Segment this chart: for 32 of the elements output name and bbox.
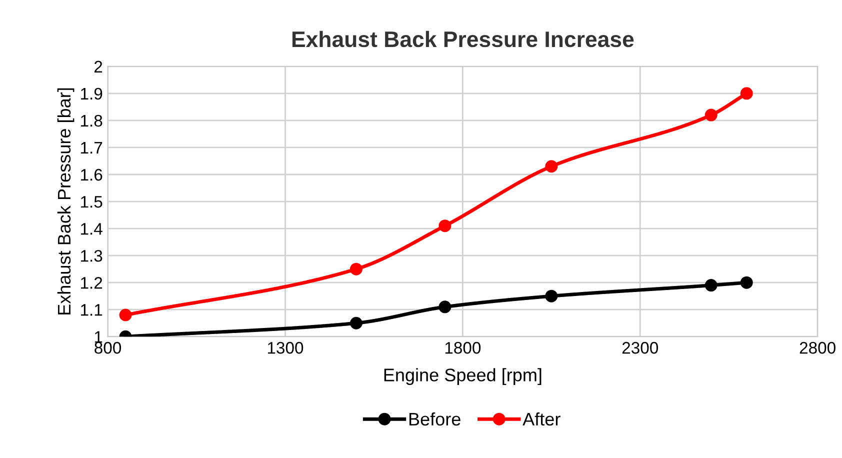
y-tick-label: 1.5 [81, 196, 102, 208]
x-tick-label: 1300 [268, 342, 304, 354]
point [119, 308, 132, 322]
y-tick-label: 1 [94, 331, 102, 343]
x-axis-title: Engine Speed [rpm] [384, 368, 542, 385]
legend-label: After [522, 412, 560, 426]
y-tick-label: 1.9 [81, 88, 102, 100]
x-tick-label: 2300 [622, 342, 658, 354]
x-tick-label: 800 [94, 342, 122, 354]
point [350, 316, 362, 330]
point [704, 108, 718, 122]
y-tick-label: 1.6 [81, 168, 102, 181]
y-tick-label: 1.8 [81, 114, 102, 127]
y-tick-label: 1.1 [81, 304, 102, 316]
legend-label: Before [409, 412, 460, 426]
point [704, 279, 718, 292]
y-axis-title: Exhaust Back Pressure [bar] [57, 88, 74, 314]
point [438, 220, 452, 232]
point [545, 290, 558, 302]
y-tick-label: 1.4 [81, 223, 102, 235]
point [350, 262, 362, 276]
chart-title: Exhaust Back Pressure Increase [292, 30, 634, 48]
point [438, 300, 452, 314]
point [545, 160, 558, 173]
y-tick-label: 1.7 [81, 142, 102, 154]
point [740, 87, 753, 100]
y-tick-label: 1.2 [81, 276, 102, 289]
x-tick-label: 2800 [800, 342, 836, 354]
point [740, 276, 753, 289]
x-tick-label: 1800 [445, 342, 481, 354]
y-tick-label: 2 [94, 60, 102, 72]
y-tick-label: 1.3 [81, 250, 102, 262]
